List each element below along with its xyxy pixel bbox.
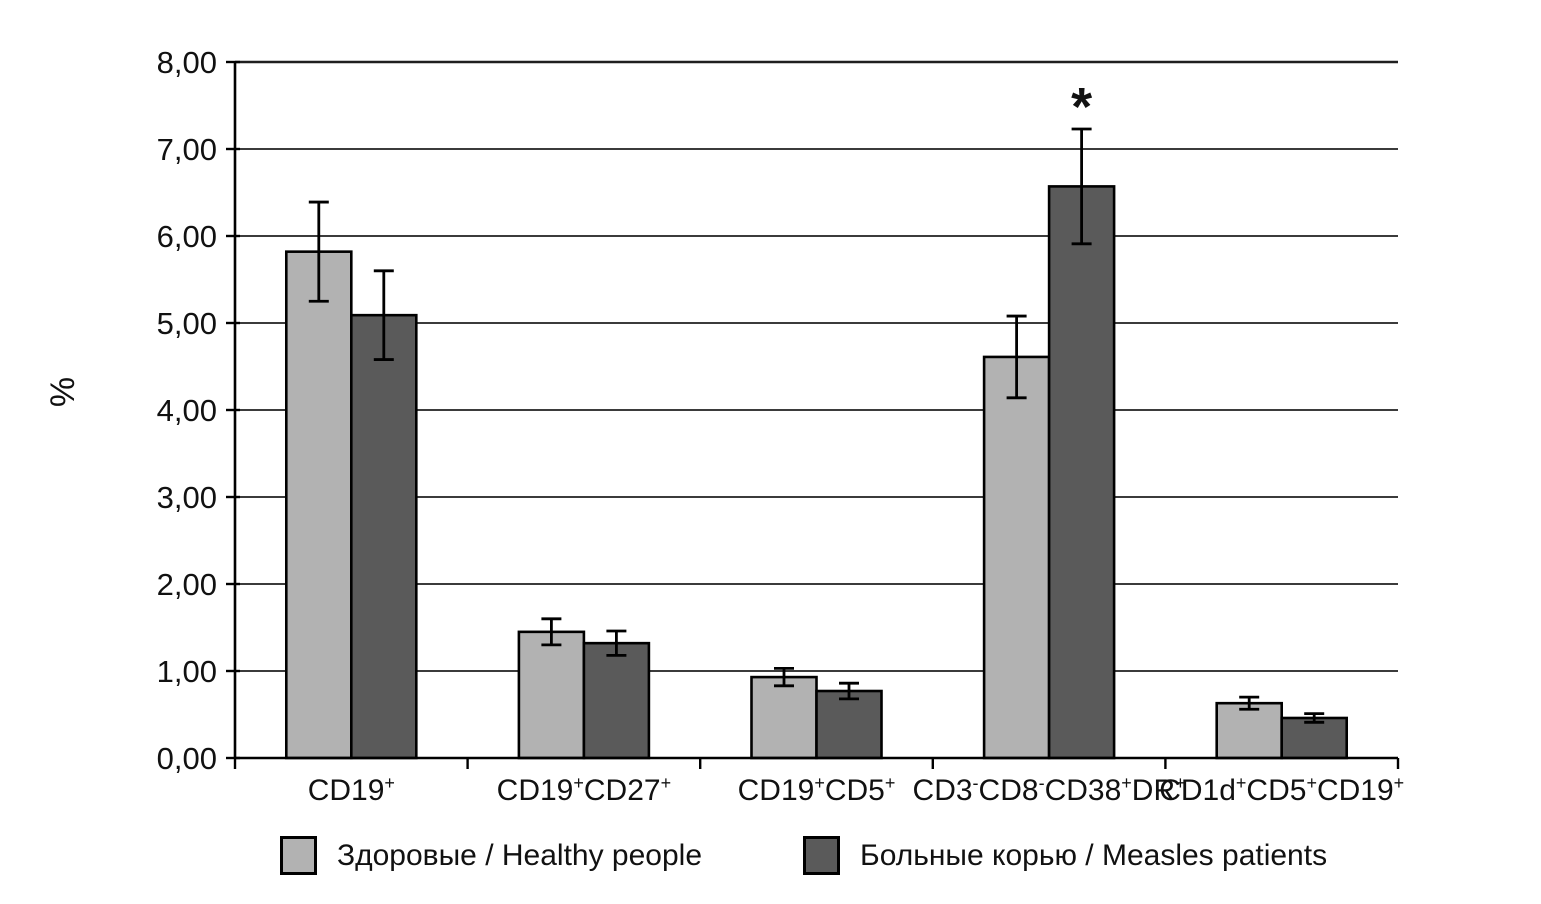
y-tick-label: 6,00 bbox=[157, 219, 217, 254]
y-tick-label: 1,00 bbox=[157, 654, 217, 689]
y-tick-label: 4,00 bbox=[157, 393, 217, 428]
category-label: CD3-CD8-CD38+DR+ bbox=[913, 773, 1186, 807]
bar-series1-cat4 bbox=[1280, 716, 1348, 760]
category-label: CD1d+CD5+CD19+ bbox=[1159, 773, 1404, 807]
category-label: CD19+CD5+ bbox=[738, 773, 896, 807]
category-label: CD19+CD27+ bbox=[497, 773, 671, 807]
bar-series1-cat2 bbox=[815, 689, 883, 760]
legend-item-measles: Больные корью / Measles patients bbox=[803, 836, 1327, 875]
bar-series0-cat2 bbox=[750, 675, 818, 760]
legend-item-healthy: Здоровые / Healthy people bbox=[280, 836, 702, 875]
bar-series0-cat1 bbox=[517, 630, 586, 760]
bar-series0-cat4 bbox=[1215, 701, 1283, 760]
bar-series0-cat3 bbox=[982, 355, 1051, 760]
legend-label-measles: Больные корью / Measles patients bbox=[860, 838, 1328, 872]
y-tick-label: 0,00 bbox=[157, 741, 217, 776]
bar-series1-cat1 bbox=[582, 641, 651, 760]
significance-asterisk: * bbox=[1071, 77, 1092, 137]
chart-legend: Здоровые / Healthy people Больные корью … bbox=[0, 836, 1541, 882]
y-axis-title: % bbox=[44, 376, 82, 408]
legend-swatch-healthy bbox=[280, 836, 317, 875]
y-tick-label: 3,00 bbox=[157, 480, 217, 515]
bar-series1-cat0 bbox=[349, 313, 418, 760]
y-tick-label: 8,00 bbox=[157, 45, 217, 80]
legend-swatch-measles bbox=[803, 836, 840, 875]
legend-label-healthy: Здоровые / Healthy people bbox=[337, 838, 703, 872]
bar-series0-cat0 bbox=[284, 250, 353, 760]
y-tick-label: 5,00 bbox=[157, 306, 217, 341]
y-tick-label: 7,00 bbox=[157, 132, 217, 167]
y-tick-label: 2,00 bbox=[157, 567, 217, 602]
category-label: CD19+ bbox=[308, 773, 395, 807]
bar-series1-cat3 bbox=[1047, 185, 1116, 760]
